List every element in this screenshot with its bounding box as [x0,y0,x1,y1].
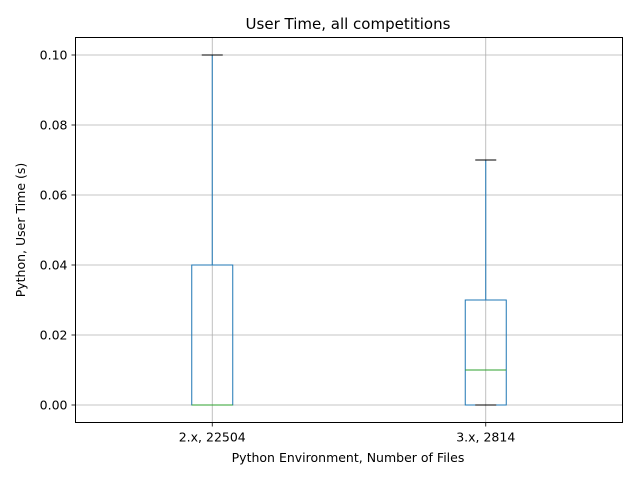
chart-title: User Time, all competitions [246,15,451,33]
y-tick-label: 0.04 [40,258,68,273]
x-axis-label: Python Environment, Number of Files [232,450,465,465]
y-tick-label: 0.08 [40,118,68,133]
y-axis-label: Python, User Time (s) [13,163,28,298]
box-2 [464,159,507,406]
box-series [191,54,507,406]
y-tick-label: 0.06 [40,188,68,203]
y-axis-ticks: 0.00 0.02 0.04 0.06 0.08 0.10 [40,48,76,413]
x-tick-label: 2.x, 22504 [179,430,246,445]
x-axis-ticks: 2.x, 22504 3.x, 2814 [179,422,515,445]
plot-frame [75,37,623,423]
y-tick-label: 0.10 [40,48,68,63]
box-1 [191,54,234,406]
y-tick-label: 0.02 [40,328,68,343]
x-tick-label: 3.x, 2814 [456,430,515,445]
y-tick-label: 0.00 [40,398,68,413]
